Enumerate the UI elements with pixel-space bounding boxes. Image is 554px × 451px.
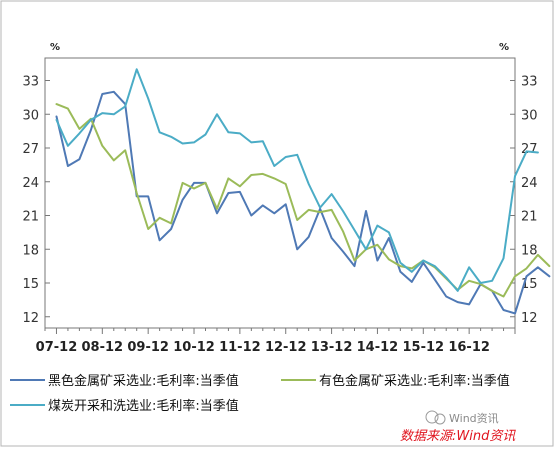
legend-item-black-metal[interactable]: 黑色金属矿采选业:毛利率:当季值 — [10, 373, 239, 389]
y-unit-left: % — [50, 42, 60, 53]
y-unit-right: % — [499, 42, 509, 53]
x-tick-label: 11-12 — [219, 340, 261, 355]
source-note: 数据来源:Wind资讯 — [400, 429, 516, 444]
y-tick-label-right: 24 — [521, 176, 538, 191]
legend-item-nonferrous-metal[interactable]: 有色金属矿采选业:毛利率:当季值 — [281, 373, 510, 389]
series-nonferrous-metal — [55, 103, 551, 298]
y-tick-label-right: 33 — [521, 75, 538, 90]
wechat-icon — [425, 410, 446, 425]
y-tick-label-right: 12 — [521, 311, 538, 326]
series-coal — [55, 68, 539, 292]
x-tick-label: 15-12 — [403, 340, 445, 355]
y-tick-label-right: 27 — [521, 142, 538, 157]
watermark-text: Wind资讯 — [449, 412, 499, 425]
y-tick-label-left: 15 — [22, 277, 39, 292]
legend-label-coal: 煤炭开采和洗选业:毛利率:当季值 — [48, 398, 239, 414]
x-tick-label: 16-12 — [448, 340, 490, 355]
y-tick-label-left: 24 — [22, 176, 39, 191]
x-tick-label: 13-12 — [311, 340, 353, 355]
y-tick-label-left: 12 — [22, 311, 39, 326]
y-tick-label-left: 30 — [22, 108, 39, 123]
x-tick-label: 09-12 — [127, 340, 169, 355]
y-tick-label-right: 21 — [521, 210, 538, 225]
legend-label-nonferrous-metal: 有色金属矿采选业:毛利率:当季值 — [319, 373, 510, 389]
y-tick-label-left: 27 — [22, 142, 39, 157]
legend-label-black-metal: 黑色金属矿采选业:毛利率:当季值 — [48, 373, 239, 389]
y-tick-label-left: 18 — [22, 243, 39, 258]
plot-area — [44, 57, 516, 329]
legend: 黑色金属矿采选业:毛利率:当季值 有色金属矿采选业:毛利率:当季值 煤炭开采和洗… — [10, 373, 510, 414]
y-tick-label-right: 30 — [521, 108, 538, 123]
y-tick-label-right: 18 — [521, 243, 538, 258]
x-tick-label: 14-12 — [357, 340, 399, 355]
y-tick-label-left: 33 — [22, 75, 39, 90]
legend-item-coal[interactable]: 煤炭开采和洗选业:毛利率:当季值 — [10, 398, 239, 414]
y-tick-label-left: 21 — [22, 210, 39, 225]
x-tick-label: 07-12 — [36, 340, 78, 355]
x-tick-label: 12-12 — [265, 340, 307, 355]
x-tick-label: 08-12 — [82, 340, 124, 355]
series-layer — [55, 68, 551, 315]
x-tick-label: 10-12 — [173, 340, 215, 355]
